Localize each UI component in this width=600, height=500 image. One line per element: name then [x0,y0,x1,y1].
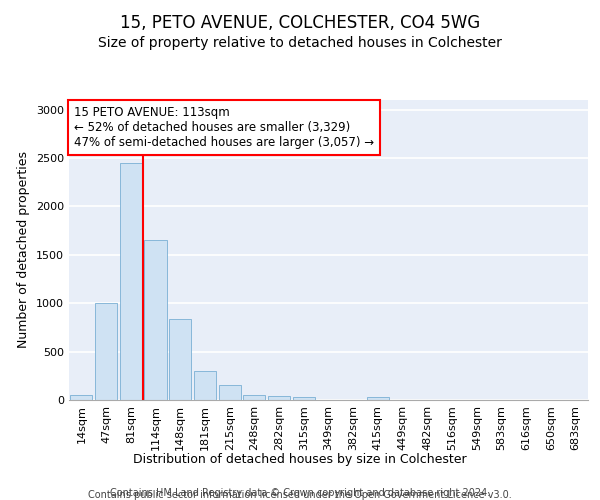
Bar [293,397,315,400]
Text: 15 PETO AVENUE: 113sqm
← 52% of detached houses are smaller (3,329)
47% of semi-: 15 PETO AVENUE: 113sqm ← 52% of detached… [74,106,374,149]
Y-axis label: Number of detached properties: Number of detached properties [17,152,31,348]
Bar [367,396,389,400]
Bar [194,371,216,400]
Bar [95,303,117,400]
Text: Contains HM Land Registry data © Crown copyright and database right 2024.: Contains HM Land Registry data © Crown c… [110,488,490,498]
Text: 15, PETO AVENUE, COLCHESTER, CO4 5WG: 15, PETO AVENUE, COLCHESTER, CO4 5WG [120,14,480,32]
Bar [119,163,142,400]
Bar [268,396,290,400]
Text: Distribution of detached houses by size in Colchester: Distribution of detached houses by size … [133,452,467,466]
Bar [243,394,265,400]
Text: Contains public sector information licensed under the Open Government Licence v3: Contains public sector information licen… [88,490,512,500]
Bar [218,386,241,400]
Text: Size of property relative to detached houses in Colchester: Size of property relative to detached ho… [98,36,502,50]
Bar [145,240,167,400]
Bar [169,318,191,400]
Bar [70,394,92,400]
